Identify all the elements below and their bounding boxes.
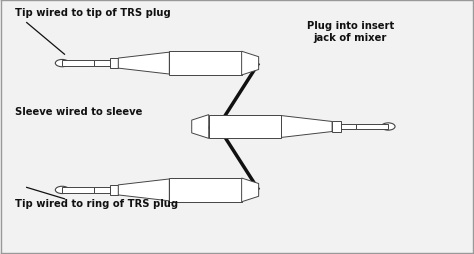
Polygon shape [118, 53, 169, 75]
Text: Plug into insert
jack of mixer: Plug into insert jack of mixer [307, 21, 394, 42]
Text: Tip wired to tip of TRS plug: Tip wired to tip of TRS plug [15, 8, 171, 18]
Bar [341, 124, 356, 130]
Bar [110, 185, 118, 195]
Text: Sleeve wired to sleeve: Sleeve wired to sleeve [15, 107, 142, 117]
Bar [356, 124, 388, 130]
Circle shape [382, 123, 395, 131]
Circle shape [55, 60, 69, 68]
Polygon shape [118, 179, 169, 201]
Bar [62, 187, 94, 193]
Polygon shape [242, 178, 259, 202]
Polygon shape [191, 115, 209, 139]
Bar [332, 122, 341, 132]
Circle shape [55, 186, 69, 194]
Text: Tip wired to ring of TRS plug: Tip wired to ring of TRS plug [15, 198, 178, 208]
Bar [169, 52, 242, 76]
Bar [62, 61, 94, 67]
Polygon shape [281, 116, 332, 138]
Polygon shape [242, 52, 259, 76]
Bar [110, 59, 118, 69]
Bar [209, 115, 281, 139]
Bar [94, 187, 110, 193]
Bar [169, 178, 242, 202]
Bar [94, 61, 110, 67]
